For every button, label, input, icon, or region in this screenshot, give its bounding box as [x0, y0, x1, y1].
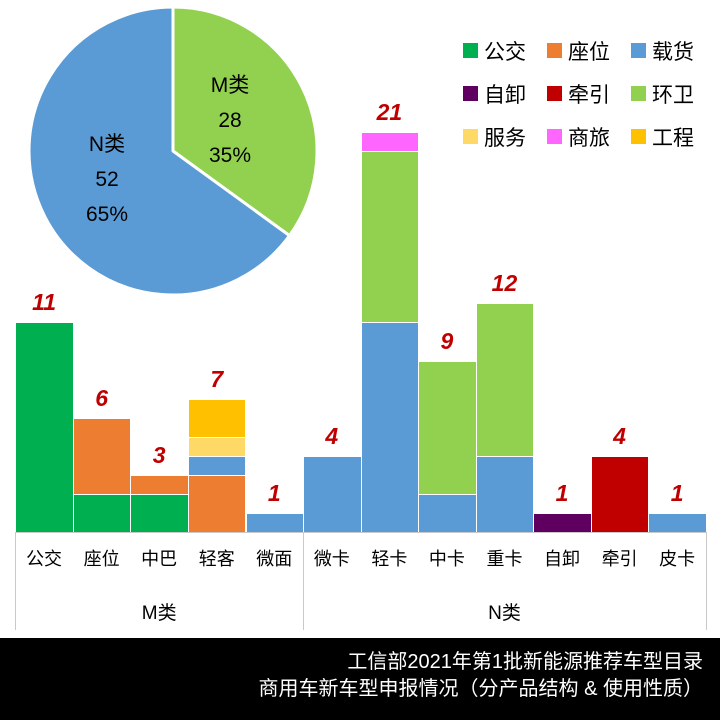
- bar-value-label: 4: [613, 422, 626, 449]
- bar-segment: [648, 512, 707, 533]
- footer-title-line1: 工信部2021年第1批新能源推荐车型目录: [347, 651, 703, 673]
- pie-slice-1: [27, 5, 291, 297]
- bar-value-label: 21: [376, 98, 403, 125]
- bar-segment: [187, 398, 247, 438]
- bar-segment: [590, 455, 650, 533]
- x-axis-group-divider: [303, 532, 305, 630]
- bar-value-label: 11: [32, 289, 56, 316]
- x-axis-category-label: 牵引: [601, 549, 638, 569]
- bar-segment: [533, 512, 592, 533]
- x-axis-category-label: 轻客: [198, 549, 235, 569]
- legend-swatch-icon: [463, 129, 478, 144]
- bar-segment: [187, 436, 247, 457]
- pie-slice-percent: 35%: [208, 144, 252, 167]
- x-axis-category-label: 公交: [26, 549, 63, 569]
- legend-item-label: 环卫: [652, 83, 694, 107]
- legend-swatch-icon: [631, 129, 646, 144]
- legend-item-7: 商旅: [547, 115, 631, 158]
- pie-label-m: M类 28 35%: [184, 68, 276, 173]
- x-axis-category-label: 中卡: [428, 549, 465, 569]
- x-axis-category-label: 座位: [83, 549, 120, 569]
- x-axis-category-label: 微面: [256, 549, 293, 569]
- bar-value-label: 1: [670, 479, 684, 506]
- bar-value-label: 9: [440, 327, 454, 354]
- footer-title-line2: 商用车新车型申报情况（分产品结构 & 使用性质）: [258, 678, 703, 700]
- bar-segment: [72, 493, 132, 533]
- legend-item-1: 座位: [547, 29, 631, 72]
- pie-slice-name: N类: [88, 133, 126, 156]
- legend-item-label: 载货: [652, 40, 694, 64]
- legend-item-label: 座位: [568, 40, 610, 64]
- bar-segment: [475, 455, 535, 533]
- bar-segment: [187, 455, 247, 476]
- footer-title-bar: 工信部2021年第1批新能源推荐车型目录 商用车新车型申报情况（分产品结构 & …: [0, 638, 720, 720]
- bar-segment: [475, 303, 535, 457]
- bar-segment: [187, 474, 247, 533]
- x-axis-category-label: 皮卡: [659, 549, 696, 569]
- x-axis-group-divider: [705, 532, 707, 630]
- bar-value-label: 3: [152, 441, 166, 468]
- bar-segment: [303, 455, 362, 533]
- legend-swatch-icon: [547, 129, 562, 144]
- legend-item-label: 公交: [484, 40, 526, 64]
- legend-swatch-icon: [547, 43, 562, 58]
- legend-item-3: 自卸: [463, 72, 547, 115]
- legend-swatch-icon: [463, 43, 478, 58]
- x-axis-group-label: M类: [141, 603, 177, 624]
- pie-slice-value: 52: [95, 168, 119, 191]
- legend-swatch-icon: [631, 86, 646, 101]
- legend-item-label: 工程: [652, 126, 694, 150]
- legend-item-5: 环卫: [631, 72, 715, 115]
- bar-segment: [130, 474, 189, 495]
- bar-value-label: 1: [267, 479, 281, 506]
- legend-item-2: 载货: [631, 29, 715, 72]
- bar-segment: [360, 151, 420, 324]
- x-axis-category-label: 重卡: [486, 549, 523, 569]
- bar-segment: [15, 322, 74, 533]
- x-axis-category-label: 轻卡: [371, 549, 408, 569]
- legend-item-6: 服务: [463, 115, 547, 158]
- pie-slice-percent: 65%: [85, 203, 129, 226]
- legend-item-8: 工程: [631, 115, 715, 158]
- bar-segment: [245, 512, 305, 533]
- bar-segment: [360, 131, 420, 152]
- pie-slice-name: M类: [210, 74, 250, 97]
- x-axis-baseline: [15, 532, 706, 533]
- x-axis-category-label: 中巴: [141, 549, 178, 569]
- bar-value-label: 7: [210, 365, 224, 392]
- legend-item-0: 公交: [463, 29, 547, 72]
- bar-segment: [360, 322, 420, 533]
- x-axis-group-label: N类: [488, 603, 521, 624]
- legend-swatch-icon: [631, 43, 646, 58]
- x-axis-group-divider: [15, 532, 17, 630]
- legend-swatch-icon: [463, 86, 478, 101]
- legend-item-label: 商旅: [568, 126, 610, 150]
- bar-segment: [130, 493, 189, 533]
- bar-value-label: 4: [325, 422, 339, 449]
- legend-item-label: 自卸: [484, 83, 526, 107]
- bar-value-label: 12: [491, 270, 518, 297]
- x-axis-category-label: 自卸: [544, 549, 581, 569]
- bar-segment: [418, 360, 477, 495]
- legend-swatch-icon: [547, 86, 562, 101]
- pie-label-n: N类 52 65%: [61, 127, 153, 232]
- legend-item-label: 牵引: [568, 83, 610, 107]
- bar-segment: [72, 417, 132, 495]
- bar-segment: [418, 493, 477, 533]
- bar-value-label: 6: [95, 384, 109, 411]
- pie-slice-value: 28: [218, 109, 242, 132]
- legend-item-label: 服务: [484, 126, 526, 150]
- bar-value-label: 1: [555, 479, 569, 506]
- pie-slice-0: [171, 5, 319, 238]
- legend-item-4: 牵引: [547, 72, 631, 115]
- x-axis-category-label: 微卡: [313, 549, 350, 569]
- legend: 公交 座位 载货自卸 牵引 环卫服务 商旅 工程: [463, 29, 715, 158]
